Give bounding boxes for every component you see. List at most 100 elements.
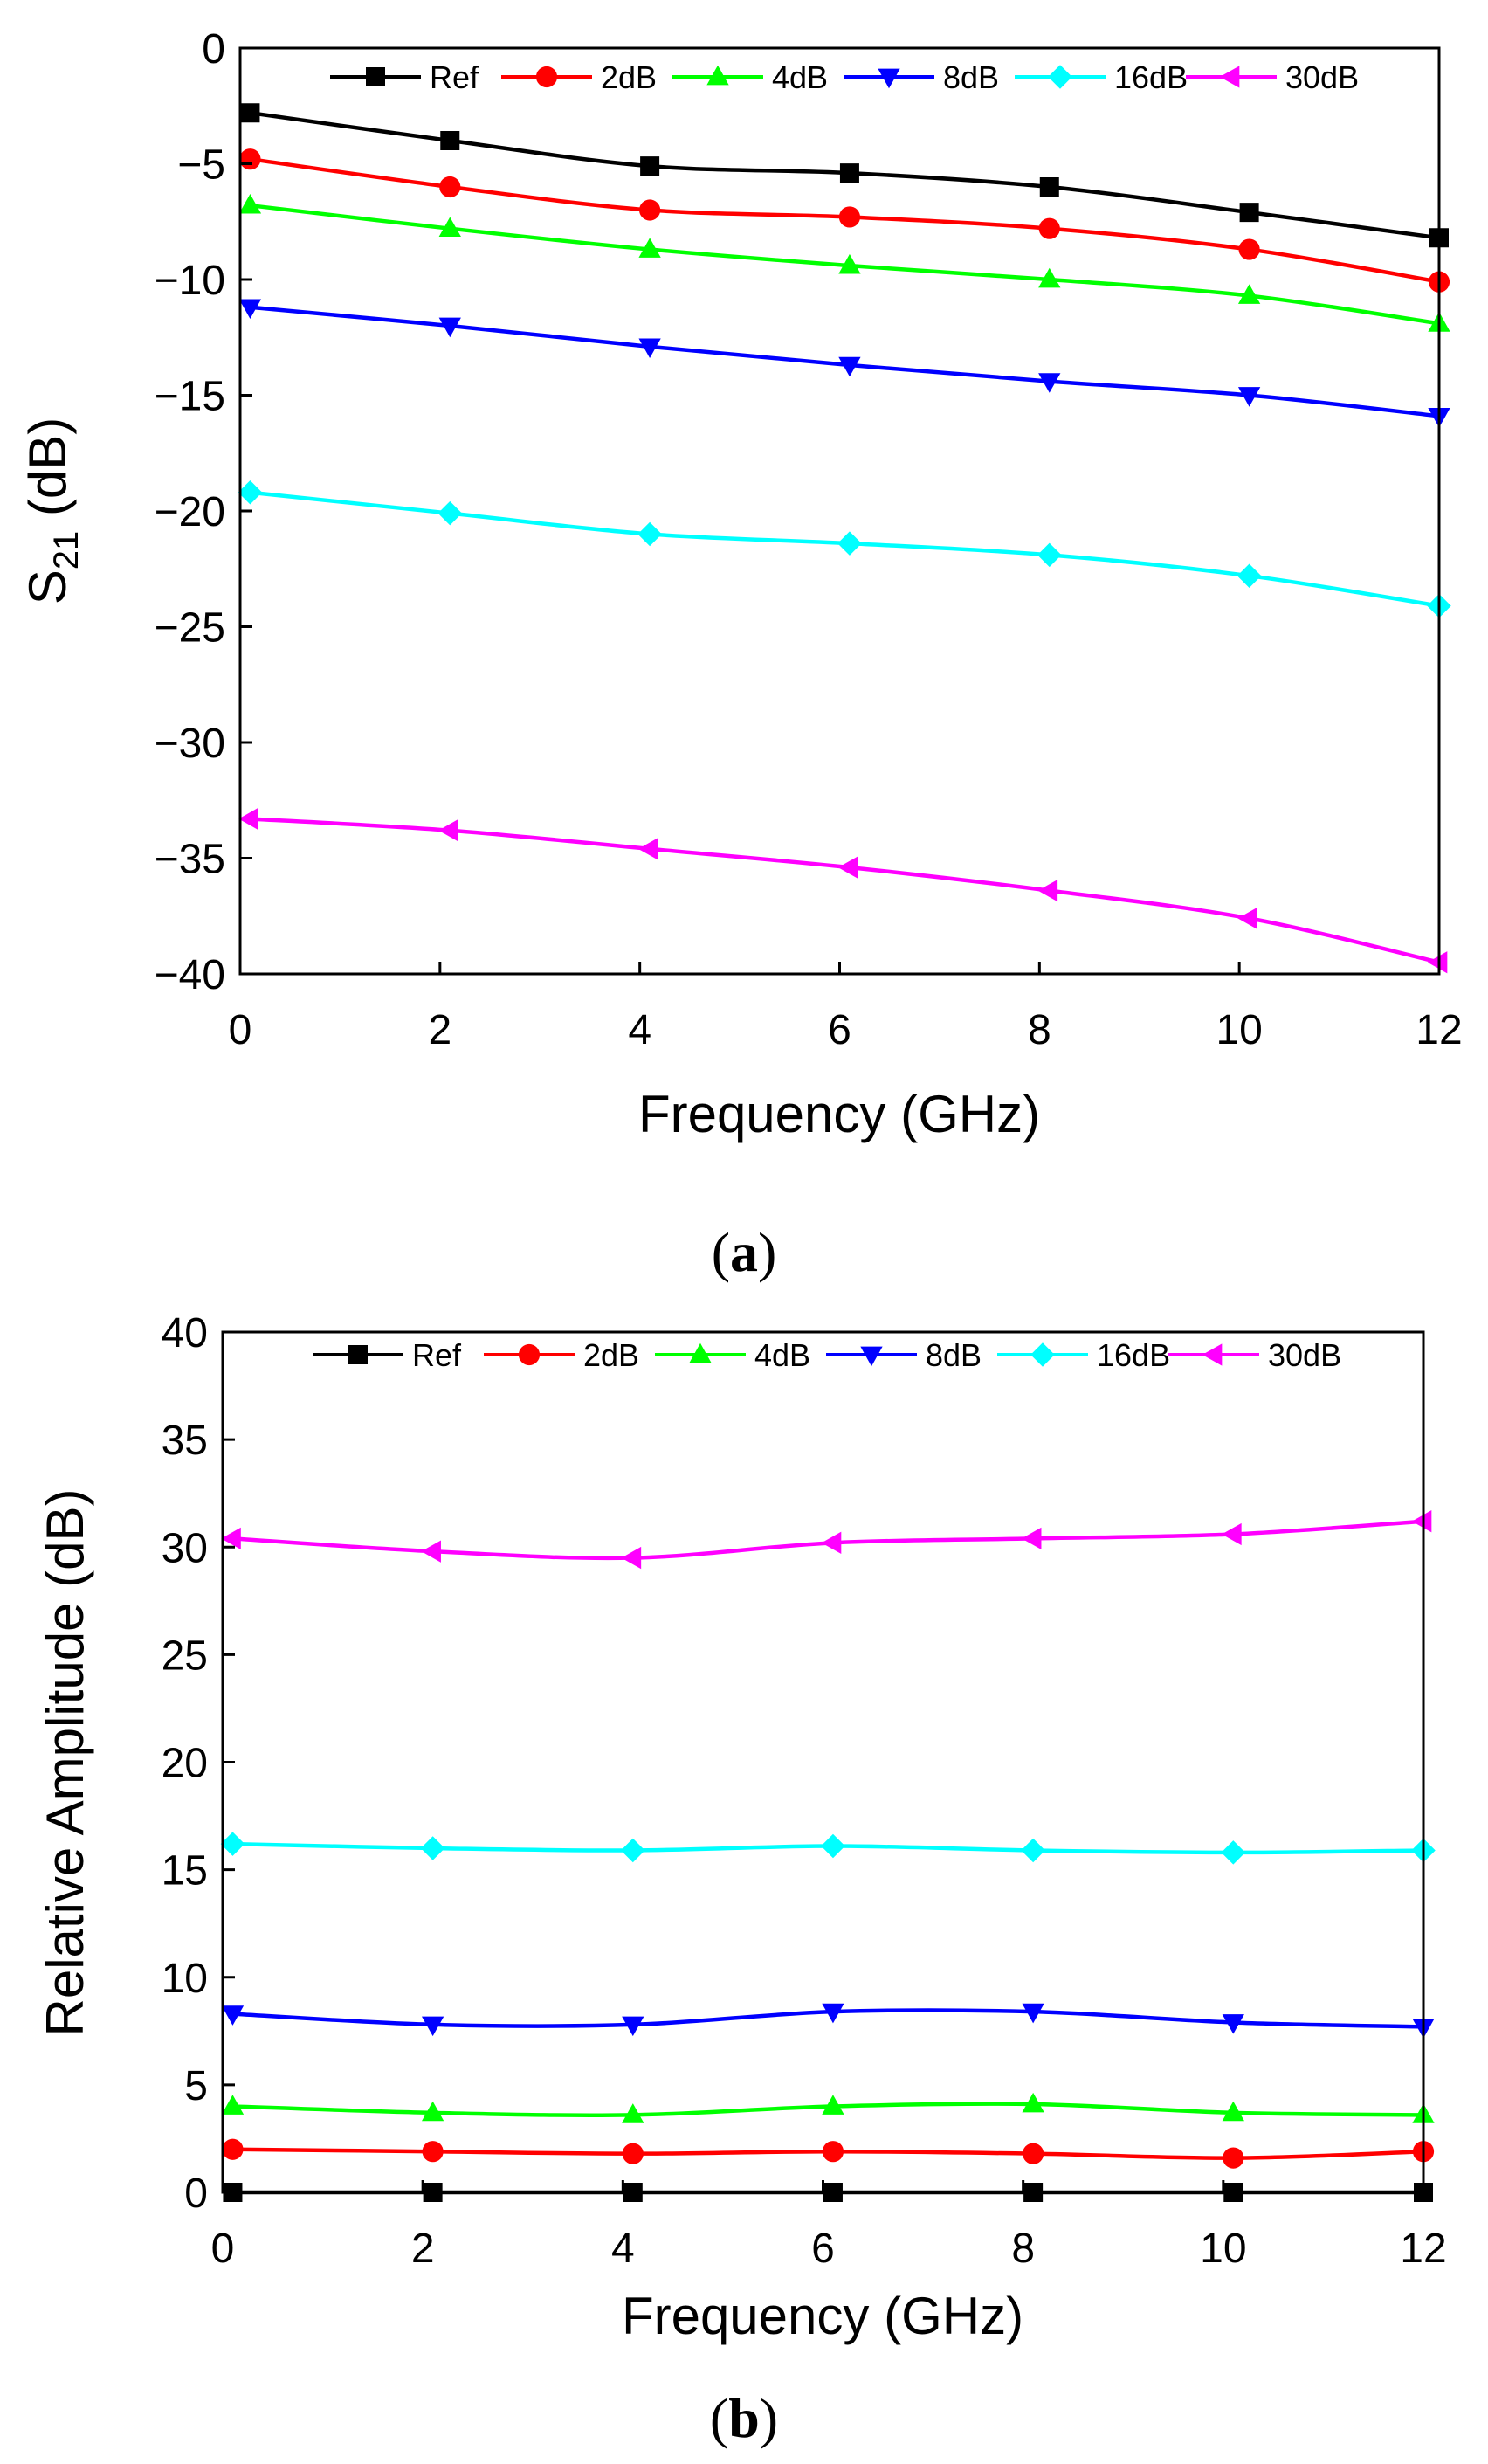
a-point-Ref-3: [839, 163, 859, 183]
b-point-8dB-4: [1022, 2003, 1044, 2024]
a-point-8dB-1: [438, 317, 461, 338]
a-legend-marker-2dB: [535, 66, 558, 88]
b-point-4dB-4: [1022, 2092, 1044, 2113]
a-x-tick-label-5: 10: [1216, 1007, 1262, 1053]
a-point-2dB-1: [439, 176, 461, 198]
a-x-tick-label-1: 2: [428, 1007, 451, 1053]
b-point-8dB-0: [221, 2005, 245, 2026]
a-y-tick-label-8: −40: [155, 952, 225, 998]
b-legend-marker-16dB: [1030, 1342, 1055, 1367]
a-point-2dB-0: [239, 148, 261, 170]
b-point-30dB-1: [421, 1540, 441, 1563]
a-legend-label-2dB: 2dB: [601, 59, 657, 95]
b-point-8dB-1: [421, 2016, 444, 2037]
b-x-tick-label-2: 4: [611, 2226, 635, 2272]
b-x-tick-label-1: 2: [411, 2226, 435, 2272]
a-legend-label-4dB: 4dB: [772, 59, 828, 95]
b-point-30dB-2: [621, 1546, 642, 1570]
b-point-8dB-3: [822, 2003, 844, 2024]
b-point-2dB-3: [822, 2141, 844, 2163]
a-point-2dB-5: [1238, 238, 1260, 260]
a-legend-marker-30dB: [1219, 66, 1240, 88]
a-legend-label-30dB: 30dB: [1285, 59, 1359, 95]
b-point-4dB-0: [221, 2095, 245, 2115]
a-point-Ref-2: [640, 156, 660, 176]
a-point-Ref-0: [240, 103, 260, 123]
b-y-tick-label-3: 15: [162, 1848, 208, 1895]
panel-a: 0 2 4 6 8 10 12 0 −5 −10 −15 −20 −25 −30 −35 −40 Ref 2d…: [18, 26, 1463, 1283]
b-legend-label-16dB: 16dB: [1097, 1337, 1170, 1373]
b-point-16dB-3: [821, 1833, 845, 1859]
a-point-16dB-3: [837, 531, 862, 556]
b-x-tick-label-6: 12: [1400, 2226, 1446, 2272]
b-x-tick-label-3: 6: [811, 2226, 835, 2272]
b-legend-label-8dB: 8dB: [926, 1337, 982, 1373]
b-point-16dB-5: [1221, 1840, 1246, 1865]
b-y-tick-label-4: 20: [162, 1741, 208, 1787]
a-point-Ref-4: [1039, 177, 1059, 197]
b-point-2dB-1: [422, 2141, 444, 2163]
a-point-Ref-5: [1239, 203, 1259, 223]
b-point-16dB-2: [621, 1838, 645, 1863]
a-legend-label-Ref: Ref: [430, 59, 479, 95]
a-legend-marker-Ref: [366, 67, 385, 86]
b-point-2dB-2: [622, 2143, 644, 2164]
b-x-tick-label-0: 0: [211, 2226, 235, 2272]
a-point-8dB-0: [238, 299, 262, 319]
b-legend-marker-8dB: [860, 1346, 883, 1367]
a-legend-label-8dB: 8dB: [943, 59, 999, 95]
b-x-axis-title: Frequency (GHz): [622, 2287, 1023, 2345]
b-point-16dB-4: [1021, 1838, 1045, 1863]
a-x-tick-label-2: 4: [628, 1007, 651, 1053]
a-legend-marker-16dB: [1048, 65, 1072, 89]
a-point-2dB-2: [639, 199, 661, 221]
b-y-tick-label-5: 25: [162, 1632, 208, 1679]
b-x-tick-label-4: 8: [1011, 2226, 1035, 2272]
a-point-8dB-2: [638, 338, 661, 359]
b-legend-label-Ref: Ref: [412, 1337, 462, 1373]
b-point-2dB-5: [1223, 2147, 1244, 2169]
b-caption: (b): [710, 2387, 778, 2449]
a-point-16dB-5: [1237, 563, 1262, 588]
panel-b: 0 2 4 6 8 10 12 0 5 10 15 20 25 30 35 40 Ref 2dB 4dB 8dB 1…: [36, 1310, 1447, 2449]
b-point-30dB-5: [1222, 1522, 1242, 1546]
a-x-ticks: 0 2 4 6 8 10 12: [229, 962, 1463, 1053]
a-point-30dB-4: [1037, 879, 1058, 902]
a-y-tick-label-6: −30: [155, 721, 225, 767]
b-point-4dB-3: [822, 2095, 844, 2115]
a-y-tick-label-7: −35: [155, 837, 225, 883]
b-y-tick-label-2: 10: [162, 1956, 208, 2002]
a-y-ticks: 0 −5 −10 −15 −20 −25 −30 −35 −40: [155, 26, 252, 998]
a-legend-marker-8dB: [878, 68, 900, 89]
a-point-2dB-4: [1038, 217, 1060, 239]
a-point-Ref-1: [440, 131, 460, 150]
a-point-4dB-2: [638, 238, 661, 258]
b-legend-label-2dB: 2dB: [583, 1337, 639, 1373]
b-legend-marker-4dB: [689, 1342, 712, 1363]
b-point-30dB-6: [1411, 1510, 1432, 1533]
a-point-16dB-1: [437, 500, 463, 526]
a-legend-label-16dB: 16dB: [1114, 59, 1188, 95]
a-y-tick-label-2: −10: [155, 258, 225, 304]
a-legend: Ref 2dB 4dB 8dB 16dB 30dB: [330, 59, 1359, 95]
a-point-16dB-2: [637, 521, 662, 547]
a-y-tick-label-3: −15: [155, 374, 225, 420]
a-point-2dB-3: [838, 206, 861, 228]
b-point-16dB-1: [420, 1836, 445, 1860]
a-point-4dB-0: [238, 194, 262, 214]
b-point-4dB-2: [622, 2103, 644, 2123]
a-x-tick-label-0: 0: [229, 1007, 252, 1053]
a-point-4dB-3: [838, 253, 861, 274]
a-x-tick-label-4: 8: [1028, 1007, 1051, 1053]
b-x-ticks: 0 2 4 6 8 10 12: [211, 2180, 1447, 2272]
b-legend-label-30dB: 30dB: [1268, 1337, 1341, 1373]
b-legend-marker-30dB: [1202, 1343, 1223, 1366]
a-point-30dB-2: [637, 838, 658, 860]
b-y-tick-label-6: 30: [162, 1525, 208, 1571]
b-point-4dB-1: [421, 2101, 444, 2122]
b-point-4dB-5: [1222, 2101, 1244, 2122]
a-point-4dB-1: [438, 217, 461, 238]
b-legend-marker-2dB: [518, 1343, 541, 1366]
a-point-30dB-0: [238, 807, 258, 831]
